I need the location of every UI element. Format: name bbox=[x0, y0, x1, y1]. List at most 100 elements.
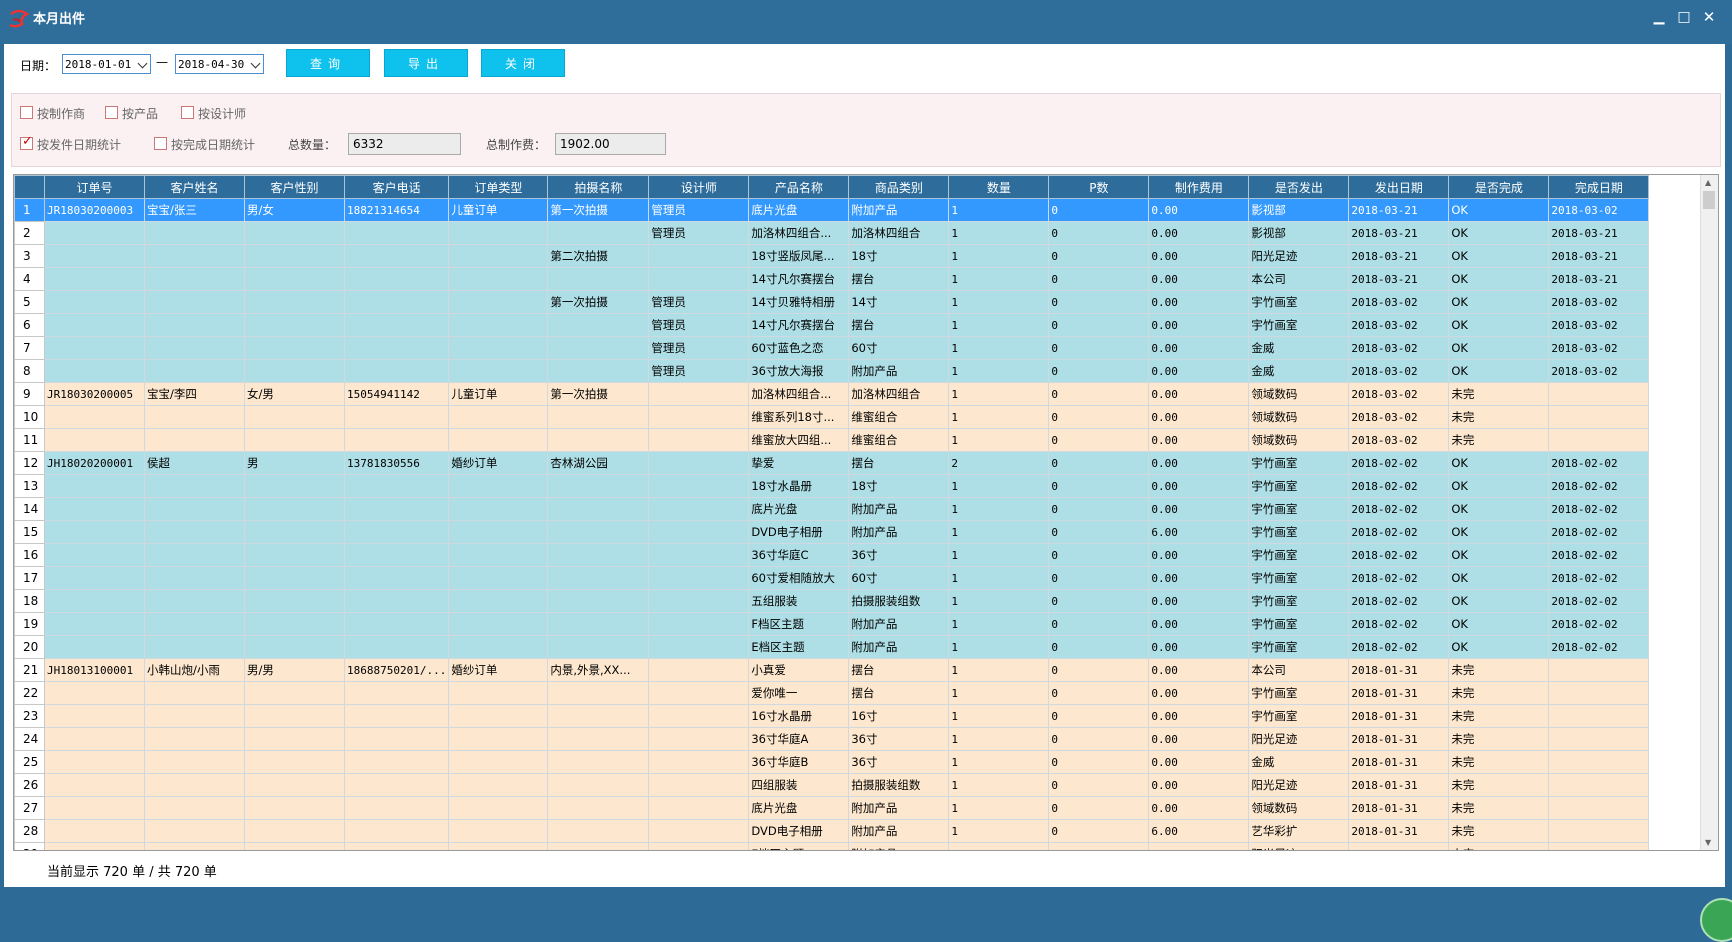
table-cell[interactable]: 婚纱订单 bbox=[448, 451, 549, 475]
table-cell[interactable]: 2018-02-02 bbox=[1548, 635, 1650, 659]
table-cell[interactable] bbox=[448, 842, 549, 850]
table-cell[interactable] bbox=[343, 244, 450, 268]
table-cell[interactable]: 未完 bbox=[1448, 704, 1550, 728]
table-cell[interactable]: 加洛林四组合 bbox=[848, 382, 950, 406]
table-cell[interactable] bbox=[547, 497, 650, 521]
table-cell[interactable]: 1 bbox=[948, 566, 1050, 590]
table-cell[interactable]: 影视部 bbox=[1248, 198, 1350, 222]
table-cell[interactable]: 36寸 bbox=[848, 727, 950, 751]
table-cell[interactable]: 未完 bbox=[1448, 773, 1550, 797]
table-cell[interactable]: 宇竹画室 bbox=[1248, 474, 1350, 498]
table-cell[interactable] bbox=[343, 704, 450, 728]
table-cell[interactable] bbox=[44, 267, 145, 291]
table-cell[interactable]: 男/女 bbox=[244, 198, 345, 222]
table-cell[interactable]: OK bbox=[1448, 451, 1550, 475]
minimize-icon[interactable]: ▁ bbox=[1653, 9, 1665, 25]
table-cell[interactable]: DVD电子相册 bbox=[748, 819, 850, 843]
table-cell[interactable]: 2018-01-31 bbox=[1348, 658, 1450, 682]
table-cell[interactable]: 18688750201/... bbox=[343, 658, 450, 682]
table-cell[interactable]: 附加产品 bbox=[848, 819, 950, 843]
table-cell[interactable]: 18寸 bbox=[848, 474, 950, 498]
table-cell[interactable] bbox=[547, 474, 650, 498]
table-cell[interactable]: 0 bbox=[1048, 589, 1150, 613]
table-cell[interactable] bbox=[648, 612, 750, 636]
table-cell[interactable] bbox=[44, 796, 145, 820]
table-row[interactable]: 27 底片光盘 附加产品 1 0 0.00 领域数码 2018-01-31 未完 bbox=[14, 796, 1650, 820]
table-cell[interactable]: 36寸 bbox=[848, 543, 950, 567]
table-cell[interactable] bbox=[44, 566, 145, 590]
table-cell[interactable]: 36寸放大海报 bbox=[748, 359, 850, 383]
table-cell[interactable]: 2018-02-02 bbox=[1548, 497, 1650, 521]
column-header[interactable]: 数量 bbox=[948, 175, 1050, 199]
table-cell[interactable] bbox=[648, 658, 750, 682]
table-cell[interactable]: 宇竹画室 bbox=[1248, 681, 1350, 705]
table-cell[interactable] bbox=[648, 520, 750, 544]
table-cell[interactable] bbox=[547, 267, 650, 291]
table-cell[interactable] bbox=[144, 566, 245, 590]
table-cell[interactable]: 1 bbox=[948, 543, 1050, 567]
table-cell[interactable]: 1 bbox=[948, 336, 1050, 360]
table-cell[interactable] bbox=[144, 244, 245, 268]
table-cell[interactable]: 0.00 bbox=[1148, 635, 1250, 659]
table-cell[interactable] bbox=[244, 290, 345, 314]
table-cell[interactable] bbox=[448, 727, 549, 751]
table-cell[interactable] bbox=[448, 428, 549, 452]
table-cell[interactable] bbox=[343, 750, 450, 774]
table-cell[interactable]: 0.00 bbox=[1148, 267, 1250, 291]
table-cell[interactable]: 2018-03-21 bbox=[1548, 267, 1650, 291]
scroll-thumb[interactable] bbox=[1703, 191, 1715, 209]
table-cell[interactable]: 加洛林四组合 bbox=[848, 221, 950, 245]
table-cell[interactable]: 0 bbox=[1048, 267, 1150, 291]
table-cell[interactable] bbox=[343, 520, 450, 544]
table-cell[interactable] bbox=[448, 359, 549, 383]
table-cell[interactable]: 1 bbox=[948, 382, 1050, 406]
table-cell[interactable]: 0 bbox=[1048, 359, 1150, 383]
table-cell[interactable] bbox=[343, 681, 450, 705]
table-cell[interactable]: 管理员 bbox=[648, 198, 750, 222]
table-row[interactable]: 6 管理员 14寸凡尔赛摆台 摆台 1 0 0.00 宇竹画室 2018-03-02 OK 2018… bbox=[14, 313, 1650, 337]
table-cell[interactable]: 艺华彩扩 bbox=[1248, 819, 1350, 843]
table-cell[interactable] bbox=[648, 819, 750, 843]
table-cell[interactable]: 管理员 bbox=[648, 336, 750, 360]
table-cell[interactable] bbox=[1548, 681, 1650, 705]
table-row[interactable]: 4 14寸凡尔赛摆台 摆台 1 0 0.00 本公司 2018-03-21 OK 2018-03-… bbox=[14, 267, 1650, 291]
table-cell[interactable] bbox=[144, 267, 245, 291]
table-cell[interactable] bbox=[244, 819, 345, 843]
table-cell[interactable] bbox=[1548, 842, 1650, 850]
table-cell[interactable]: 四组服装 bbox=[748, 773, 850, 797]
table-cell[interactable] bbox=[44, 543, 145, 567]
table-row[interactable]: 18 五组服装 拍摄服装组数 1 0 0.00 宇竹画室 2018-02-02 OK 2018-0… bbox=[14, 589, 1650, 613]
table-row[interactable]: 13 18寸水晶册 18寸 1 0 0.00 宇竹画室 2018-02-02 OK 2018-02… bbox=[14, 474, 1650, 498]
column-header[interactable]: 发出日期 bbox=[1348, 175, 1450, 199]
table-cell[interactable]: 阳光足迹 bbox=[1248, 727, 1350, 751]
table-cell[interactable]: OK bbox=[1448, 566, 1550, 590]
table-cell[interactable] bbox=[343, 336, 450, 360]
table-cell[interactable] bbox=[343, 842, 450, 850]
table-cell[interactable]: 0.00 bbox=[1148, 221, 1250, 245]
table-cell[interactable]: 宇竹画室 bbox=[1248, 543, 1350, 567]
table-row[interactable]: 8 管理员 36寸放大海报 附加产品 1 0 0.00 金威 2018-03-02 OK 2018-… bbox=[14, 359, 1650, 383]
column-header[interactable]: 设计师 bbox=[648, 175, 750, 199]
table-cell[interactable]: OK bbox=[1448, 336, 1550, 360]
table-cell[interactable] bbox=[448, 612, 549, 636]
table-cell[interactable] bbox=[448, 336, 549, 360]
table-cell[interactable] bbox=[144, 704, 245, 728]
table-cell[interactable]: JH18013100001 bbox=[44, 658, 145, 682]
table-cell[interactable] bbox=[244, 359, 345, 383]
table-cell[interactable]: 1 bbox=[948, 681, 1050, 705]
table-cell[interactable]: 未完 bbox=[1448, 405, 1550, 429]
table-row[interactable]: 24 36寸华庭A 36寸 1 0 0.00 阳光足迹 2018-01-31 未完 bbox=[14, 727, 1650, 751]
table-cell[interactable]: 0.00 bbox=[1148, 681, 1250, 705]
table-cell[interactable] bbox=[244, 520, 345, 544]
table-cell[interactable] bbox=[44, 474, 145, 498]
table-cell[interactable]: 第一次拍摄 bbox=[547, 198, 650, 222]
table-cell[interactable]: 1 bbox=[948, 842, 1050, 850]
column-header[interactable]: 订单类型 bbox=[448, 175, 549, 199]
table-cell[interactable]: 1 bbox=[948, 727, 1050, 751]
table-cell[interactable]: 底片光盘 bbox=[748, 796, 850, 820]
table-cell[interactable]: 维蜜系列18寸... bbox=[748, 405, 850, 429]
table-cell[interactable]: 0.00 bbox=[1148, 750, 1250, 774]
by-designer-checkbox[interactable] bbox=[181, 106, 194, 119]
table-row[interactable]: 17 60寸爱相随放大 60寸 1 0 0.00 宇竹画室 2018-02-02 OK 2018-… bbox=[14, 566, 1650, 590]
table-row[interactable]: 9 JR18030200005 宝宝/李四 女/男 15054941142 儿童订单 第一次… bbox=[14, 382, 1650, 406]
